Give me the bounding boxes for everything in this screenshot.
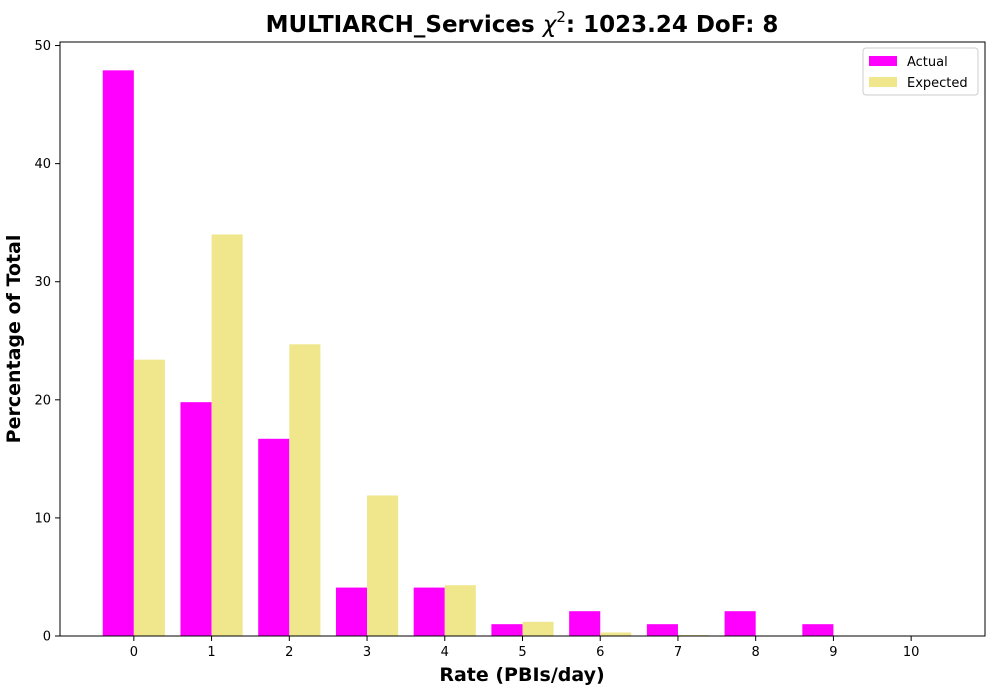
legend-label-actual: Actual xyxy=(907,55,948,70)
legend-label-expected: Expected xyxy=(907,76,968,91)
y-axis-label: Percentage of Total xyxy=(3,235,25,444)
chart-title-prefix: MULTIARCH_Services xyxy=(266,12,543,38)
x-tick-label: 8 xyxy=(752,645,760,660)
y-tick-label: 0 xyxy=(43,630,51,645)
bar-expected-5 xyxy=(522,621,554,636)
y-tick-label: 20 xyxy=(34,393,51,408)
bar-expected-6 xyxy=(600,632,632,636)
chart-title-exponent: 2 xyxy=(556,8,566,26)
y-tick-label: 30 xyxy=(34,275,51,290)
y-axis-ticks: 0 10 20 30 40 50 xyxy=(34,39,60,645)
bar-expected-2 xyxy=(289,344,321,636)
chart-title-chi: χ xyxy=(541,12,558,38)
legend: Actual Expected xyxy=(862,47,979,96)
legend-swatch-actual xyxy=(869,56,897,66)
chart-title-suffix: : 1023.24 DoF: 8 xyxy=(566,12,779,38)
bar-actual-8 xyxy=(724,611,756,636)
bar-actual-1 xyxy=(180,402,212,636)
bar-actual-5 xyxy=(491,624,523,636)
bar-actual-0 xyxy=(102,70,134,637)
x-axis-label: Rate (PBIs/day) xyxy=(439,664,604,686)
bar-actual-4 xyxy=(413,587,445,636)
y-tick-label: 10 xyxy=(34,511,51,526)
chart-title: MULTIARCH_Services χ2: 1023.24 DoF: 8 xyxy=(266,8,779,38)
x-axis-ticks: 0 1 2 3 4 5 6 7 8 9 10 xyxy=(130,636,920,660)
bar-expected-0 xyxy=(133,359,165,636)
x-tick-label: 10 xyxy=(903,645,920,660)
bar-expected-3 xyxy=(367,495,399,636)
bar-actual-3 xyxy=(335,587,368,636)
x-tick-label: 7 xyxy=(674,645,682,660)
bar-actual-2 xyxy=(258,438,290,636)
x-tick-label: 5 xyxy=(518,645,526,660)
x-tick-label: 0 xyxy=(130,645,138,660)
x-tick-label: 2 xyxy=(285,645,293,660)
bar-expected-1 xyxy=(211,234,243,637)
y-tick-label: 40 xyxy=(34,157,51,172)
x-tick-label: 3 xyxy=(363,645,371,660)
x-tick-label: 6 xyxy=(596,645,604,660)
bar-actual-6 xyxy=(569,611,601,636)
bars-group xyxy=(102,70,834,637)
bar-expected-4 xyxy=(444,585,476,636)
x-tick-label: 1 xyxy=(207,645,215,660)
x-tick-label: 4 xyxy=(441,645,449,660)
plot-frame xyxy=(59,41,986,637)
bar-actual-7 xyxy=(646,624,678,636)
legend-swatch-expected xyxy=(869,77,897,87)
y-tick-label: 50 xyxy=(34,39,51,54)
x-tick-label: 9 xyxy=(829,645,837,660)
bar-actual-9 xyxy=(802,624,834,636)
